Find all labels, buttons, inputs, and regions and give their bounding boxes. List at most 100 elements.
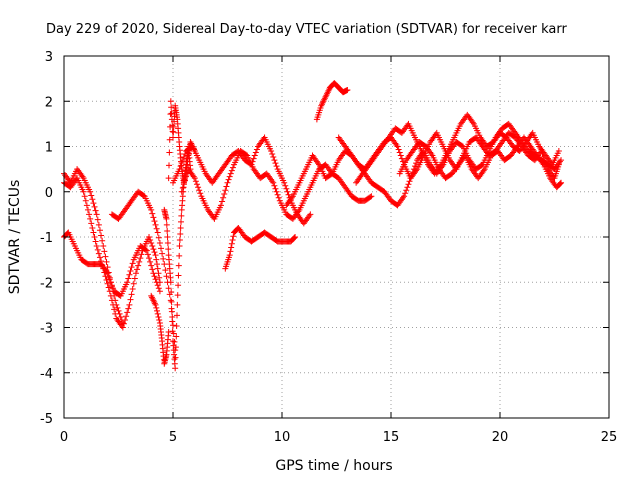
- data-point: [227, 248, 234, 255]
- data-point: [152, 301, 159, 308]
- data-point: [153, 279, 160, 286]
- data-point: [228, 244, 235, 251]
- data-point: [177, 218, 184, 225]
- data-point: [175, 282, 182, 289]
- data-point: [170, 123, 177, 130]
- data-point: [152, 276, 159, 283]
- data-point: [127, 267, 134, 274]
- x-tick-label: 25: [601, 430, 618, 445]
- data-point: [168, 110, 175, 117]
- data-point: [94, 246, 101, 253]
- data-point: [175, 262, 182, 269]
- data-point: [153, 304, 160, 311]
- data-point: [272, 160, 279, 167]
- data-point: [125, 275, 132, 282]
- data-point: [131, 275, 138, 282]
- series-track-3: [61, 166, 126, 326]
- data-point: [154, 282, 161, 289]
- data-point: [179, 184, 186, 191]
- data-point: [191, 175, 198, 182]
- data-point: [98, 232, 105, 239]
- data-point: [106, 274, 113, 281]
- data-point: [154, 307, 161, 314]
- data-point: [271, 157, 278, 164]
- data-point: [222, 187, 229, 194]
- data-point: [224, 179, 231, 186]
- data-point: [158, 245, 165, 252]
- data-point: [134, 266, 141, 273]
- data-point: [172, 354, 179, 361]
- data-point: [368, 193, 375, 200]
- y-tick-label: -2: [40, 276, 53, 291]
- data-point: [149, 243, 156, 250]
- data-point: [90, 200, 97, 207]
- data-point: [291, 234, 298, 241]
- data-point: [176, 252, 183, 259]
- data-point: [398, 155, 405, 162]
- data-point: [396, 149, 403, 156]
- data-marks: [61, 80, 565, 372]
- data-point: [168, 298, 175, 305]
- series-track-9: [178, 148, 375, 222]
- series-track-12: [313, 80, 351, 123]
- series-track-4: [108, 188, 179, 354]
- data-point: [281, 179, 288, 186]
- data-point: [172, 344, 179, 351]
- data-point: [284, 188, 291, 195]
- data-point: [273, 188, 280, 195]
- data-point: [154, 229, 161, 236]
- data-point: [138, 251, 145, 258]
- data-point: [150, 270, 157, 277]
- data-point: [126, 271, 133, 278]
- y-tick-label: -3: [40, 322, 53, 337]
- data-point: [328, 171, 335, 178]
- x-tick-label: 0: [60, 430, 68, 445]
- data-point: [114, 304, 121, 311]
- data-point: [104, 280, 111, 287]
- data-point: [84, 206, 91, 213]
- x-tick-label: 20: [492, 430, 509, 445]
- data-point: [243, 151, 250, 158]
- data-point: [93, 243, 100, 250]
- data-point: [407, 175, 414, 182]
- data-point: [91, 203, 98, 210]
- data-point: [180, 154, 187, 161]
- data-point: [178, 188, 185, 195]
- data-point: [270, 179, 277, 186]
- data-point: [250, 155, 257, 162]
- data-point: [120, 320, 127, 327]
- data-point: [558, 179, 565, 186]
- data-point: [103, 276, 110, 283]
- data-point: [166, 136, 173, 143]
- data-point: [82, 197, 89, 204]
- data-point: [129, 286, 136, 293]
- data-point: [152, 252, 159, 259]
- data-point: [183, 173, 190, 180]
- data-point: [165, 285, 172, 292]
- data-point: [173, 333, 180, 340]
- data-point: [89, 196, 96, 203]
- data-point: [146, 255, 153, 262]
- data-point: [177, 224, 184, 231]
- data-point: [140, 192, 147, 199]
- data-point: [86, 211, 93, 218]
- data-point: [402, 190, 409, 197]
- data-point: [148, 206, 155, 213]
- data-point: [124, 309, 131, 316]
- data-point: [173, 312, 180, 319]
- series-track-1: [61, 175, 163, 331]
- data-point: [129, 260, 136, 267]
- data-point: [154, 261, 161, 268]
- data-point: [104, 264, 111, 271]
- y-tick-label: -5: [40, 412, 53, 427]
- data-point: [172, 365, 179, 372]
- data-point: [155, 285, 162, 292]
- data-point: [148, 240, 155, 247]
- data-point: [285, 191, 292, 198]
- series-track-10: [222, 224, 299, 272]
- data-point: [83, 202, 90, 209]
- data-point: [132, 270, 139, 277]
- data-point: [166, 149, 173, 156]
- data-point: [94, 216, 101, 223]
